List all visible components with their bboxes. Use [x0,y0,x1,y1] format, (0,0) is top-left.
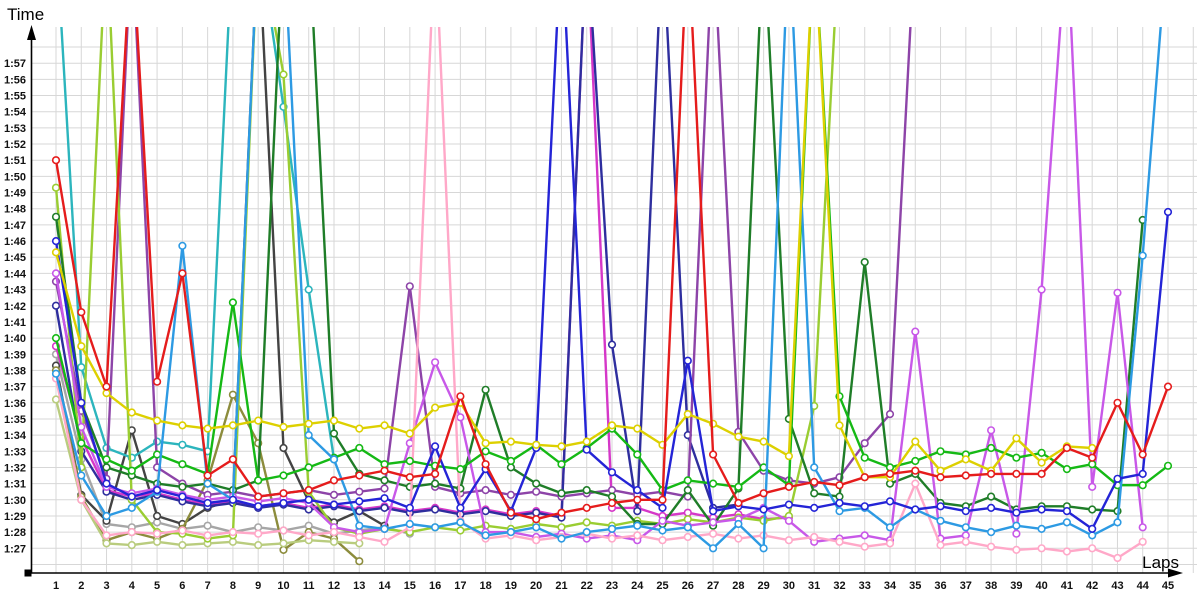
x-tick-3: 3 [103,580,109,592]
x-tick-45: 45 [1162,580,1174,592]
y-axis-tick-labels: 1:57 1:56 1:55 1:54 1:53 1:52 1:51 1:50 1:49 1:48… [4,58,27,555]
x-tick-37: 37 [960,580,972,592]
y-tick-1:30: 1:30 [4,495,26,507]
x-tick-16: 16 [429,580,441,592]
y-tick-1:53: 1:53 [4,123,26,135]
x-axis-title: Laps [1142,553,1179,572]
y-tick-1:41: 1:41 [4,317,26,329]
y-tick-1:46: 1:46 [4,236,26,248]
x-tick-39: 39 [1010,580,1022,592]
x-tick-26: 26 [682,580,694,592]
x-tick-29: 29 [758,580,770,592]
y-tick-1:48: 1:48 [4,204,26,216]
x-tick-43: 43 [1111,580,1123,592]
x-tick-15: 15 [404,580,416,592]
x-tick-4: 4 [129,580,136,592]
y-tick-1:37: 1:37 [4,382,26,394]
x-tick-10: 10 [277,580,289,592]
x-tick-20: 20 [530,580,542,592]
x-tick-11: 11 [303,580,315,592]
x-tick-31: 31 [808,580,820,592]
y-tick-1:33: 1:33 [4,446,26,458]
x-tick-36: 36 [934,580,946,592]
y-tick-1:34: 1:34 [4,430,27,442]
x-tick-40: 40 [1036,580,1048,592]
y-tick-1:57: 1:57 [4,58,26,70]
x-tick-23: 23 [606,580,618,592]
x-tick-18: 18 [480,580,492,592]
x-tick-22: 22 [581,580,593,592]
x-tick-28: 28 [732,580,744,592]
y-tick-1:42: 1:42 [4,301,26,313]
x-tick-13: 13 [353,580,365,592]
x-tick-5: 5 [154,580,160,592]
y-tick-1:54: 1:54 [4,107,27,119]
x-axis-tick-labels: 1 2 3 4 5 6 7 8 9 10 11 12 13 14 15 16 17 18 19 20 21 22 23 24 2… [53,580,1174,592]
y-tick-1:36: 1:36 [4,398,26,410]
y-tick-1:43: 1:43 [4,285,26,297]
y-tick-1:49: 1:49 [4,188,26,200]
x-tick-17: 17 [454,580,466,592]
y-tick-1:47: 1:47 [4,220,26,232]
x-tick-44: 44 [1137,580,1150,592]
x-tick-25: 25 [656,580,668,592]
y-tick-1:27: 1:27 [4,543,26,555]
x-tick-34: 34 [884,580,897,592]
y-tick-1:35: 1:35 [4,414,26,426]
x-tick-12: 12 [328,580,340,592]
x-tick-19: 19 [505,580,517,592]
x-tick-9: 9 [255,580,261,592]
series-pink [51,27,1147,563]
chart-axes [24,25,1183,578]
series-red [51,27,1173,524]
x-tick-8: 8 [230,580,236,592]
y-tick-1:50: 1:50 [4,171,26,183]
y-tick-1:39: 1:39 [4,349,26,361]
y-tick-1:40: 1:40 [4,333,26,345]
y-tick-1:52: 1:52 [4,139,26,151]
y-tick-1:56: 1:56 [4,74,26,86]
y-tick-1:44: 1:44 [4,268,27,280]
x-tick-32: 32 [833,580,845,592]
series-sky-blue [51,27,1162,553]
x-tick-27: 27 [707,580,719,592]
x-tick-21: 21 [555,580,567,592]
x-tick-42: 42 [1086,580,1098,592]
y-tick-1:31: 1:31 [4,479,26,491]
x-tick-2: 2 [78,580,84,592]
x-tick-24: 24 [631,580,644,592]
x-tick-6: 6 [179,580,185,592]
y-tick-1:32: 1:32 [4,462,26,474]
x-tick-33: 33 [859,580,871,592]
series-blue [51,27,1173,534]
x-tick-1: 1 [53,580,59,592]
y-tick-1:51: 1:51 [4,155,26,167]
y-tick-1:45: 1:45 [4,252,26,264]
x-tick-7: 7 [205,580,211,592]
x-tick-35: 35 [909,580,921,592]
x-tick-30: 30 [783,580,795,592]
y-tick-1:28: 1:28 [4,527,26,539]
y-axis-title: Time [7,5,44,24]
y-tick-1:55: 1:55 [4,91,26,103]
chart-series-lines [51,27,1173,566]
x-tick-41: 41 [1061,580,1073,592]
y-tick-1:29: 1:29 [4,511,26,523]
y-tick-1:38: 1:38 [4,365,26,377]
x-tick-38: 38 [985,580,997,592]
x-tick-14: 14 [378,580,391,592]
